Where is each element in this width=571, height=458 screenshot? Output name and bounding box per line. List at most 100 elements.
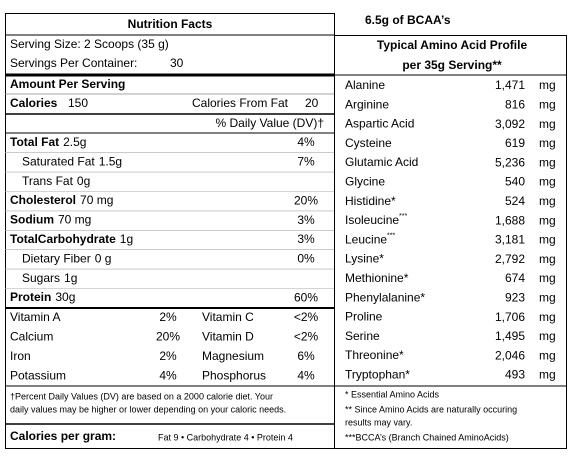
amino-unit: mg: [539, 329, 556, 343]
amino-unit: mg: [539, 252, 556, 266]
vitamin-dv: 6%: [297, 349, 315, 363]
amino-amount: 3,181: [495, 233, 525, 247]
amino-name: Serine: [345, 329, 380, 343]
amino-name-text: Histidine*: [345, 194, 396, 208]
nutrient-dv: 7%: [297, 155, 315, 169]
fat-calories-label: Calories From Fat: [192, 96, 289, 110]
vitamin-name: Vitamin A: [10, 310, 60, 324]
nutrient-label: Sugars: [22, 271, 60, 285]
bcaa-heading: 6.5g of BCAA’s: [365, 13, 451, 27]
amino-amount: 3,092: [495, 117, 525, 131]
cal-per-gram-values: Fat 9 • Carbohydrate 4 • Protein 4: [158, 432, 293, 442]
amino-amount: 5,236: [495, 155, 525, 169]
nutrient-amount: 2.5g: [63, 135, 86, 149]
amino-footnote: ***BCCA’s (Branch Chained AminoAcids): [345, 432, 509, 442]
vitamin-name: Magnesium: [202, 349, 264, 363]
nutrient-dv: 3%: [297, 213, 315, 227]
vitamin-dv: 2%: [159, 349, 177, 363]
dv-header: % Daily Value (DV)†: [216, 116, 324, 130]
amino-amount: 923: [505, 290, 525, 304]
nutrient: Dietary Fiber 0 g: [22, 252, 111, 266]
vitamin-name: Phosphorus: [202, 368, 266, 382]
vitamin-dv: 20%: [156, 330, 180, 344]
amino-name: Aspartic Acid: [345, 117, 414, 131]
amino-amount: 816: [505, 97, 525, 111]
nutrient-amount: 70 mg: [80, 193, 113, 207]
amino-box: [334, 35, 567, 449]
amino-unit: mg: [539, 136, 556, 150]
amino-footnote: ** Since Amino Acids are naturally occur…: [345, 404, 517, 414]
vitamin-dv: 4%: [159, 368, 177, 382]
amino-name-text: Leucine: [345, 233, 387, 247]
nutrient: Saturated Fat 1.5g: [22, 155, 122, 169]
amino-amount: 1,471: [495, 78, 525, 92]
amino-name: Glycine: [345, 175, 385, 189]
amino-amount: 1,688: [495, 213, 525, 227]
amino-unit: mg: [539, 78, 556, 92]
nutrient-label: TotalCarbohydrate: [10, 232, 116, 246]
nutrient-label: Sodium: [10, 213, 54, 227]
amino-sup: ***: [387, 232, 395, 239]
calories-value: 150: [68, 96, 88, 110]
amino-name: Threonine*: [345, 348, 404, 362]
amino-name-text: Alanine: [345, 78, 385, 92]
amino-amount: 674: [505, 271, 525, 285]
nutrient-label: Total Fat: [10, 135, 59, 149]
nutrient: TotalCarbohydrate 1g: [10, 232, 133, 246]
nutrient-amount: 70 mg: [58, 213, 91, 227]
amino-name-text: Aspartic Acid: [345, 117, 414, 131]
amount-per-serving: Amount Per Serving: [10, 77, 125, 91]
nutrient-amount: 30g: [55, 290, 75, 304]
servings-label: Servings Per Container:: [10, 56, 137, 70]
amino-name: Tryptophan*: [345, 368, 410, 382]
vitamin-dv: 2%: [159, 310, 177, 324]
nutrient-dv: 0%: [297, 252, 315, 266]
nutrient-label: Saturated Fat: [22, 155, 95, 169]
vitamin-name: Potassium: [10, 368, 66, 382]
amino-sup: ***: [399, 213, 407, 220]
amino-amount: 2,046: [495, 348, 525, 362]
amino-name: Isoleucine***: [345, 213, 407, 227]
fat-calories-value: 20: [305, 96, 319, 110]
amino-name: Histidine*: [345, 194, 396, 208]
amino-name-text: Arginine: [345, 97, 389, 111]
nutrient-amount: 1.5g: [99, 155, 122, 169]
amino-name-text: Methionine*: [345, 271, 409, 285]
amino-unit: mg: [539, 290, 556, 304]
amino-name: Glutamic Acid: [345, 155, 418, 169]
amino-name-text: Phenylalanine*: [345, 290, 425, 304]
nutrient-label: Trans Fat: [22, 174, 74, 188]
amino-name-text: Serine: [345, 329, 380, 343]
footnote: †Percent Daily Values (DV) are based on …: [10, 391, 273, 401]
amino-title: per 35g Serving**: [402, 58, 502, 72]
amino-amount: 1,706: [495, 310, 525, 324]
amino-unit: mg: [539, 213, 556, 227]
nutrient: Cholesterol 70 mg: [10, 193, 113, 207]
servings-value: 30: [170, 56, 184, 70]
vitamin-dv: <2%: [294, 310, 319, 324]
calories-label: Calories: [10, 96, 58, 110]
amino-name-text: Cysteine: [345, 136, 392, 150]
amino-name-text: Proline: [345, 310, 383, 324]
nutrient-label: Cholesterol: [10, 193, 76, 207]
amino-name: Proline: [345, 310, 383, 324]
nutrient: Protein 30g: [10, 290, 75, 304]
nutrient-label: Dietary Fiber: [22, 252, 91, 266]
amino-unit: mg: [539, 155, 556, 169]
amino-unit: mg: [539, 175, 556, 189]
nutrient-label: Protein: [10, 290, 51, 304]
facts-title: Nutrition Facts: [128, 17, 213, 31]
nutrient-dv: 60%: [294, 290, 318, 304]
amino-name: Lysine*: [345, 252, 384, 266]
amino-name-text: Glutamic Acid: [345, 155, 418, 169]
amino-footnote: results may vary.: [345, 417, 412, 427]
serving-size: Serving Size: 2 Scoops (35 g): [10, 37, 169, 51]
amino-unit: mg: [539, 271, 556, 285]
vitamin-name: Vitamin D: [202, 330, 254, 344]
nutrient-amount: 1g: [120, 232, 133, 246]
amino-amount: 524: [505, 194, 525, 208]
amino-name: Cysteine: [345, 136, 392, 150]
amino-name: Leucine***: [345, 232, 395, 246]
amino-unit: mg: [539, 117, 556, 131]
amino-unit: mg: [539, 368, 556, 382]
